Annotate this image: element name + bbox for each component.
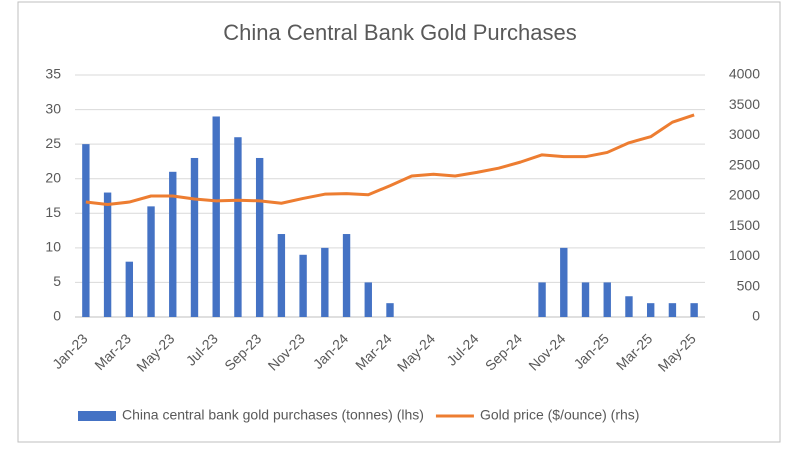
bar [212, 116, 220, 317]
y2-tick-label: 500 [737, 277, 761, 293]
bar [646, 303, 655, 317]
bar [103, 192, 112, 317]
bar [581, 282, 590, 317]
y-tick-label: 5 [53, 273, 61, 289]
bar [690, 303, 698, 317]
chart-frame [17, 1, 781, 443]
bar [538, 282, 546, 317]
legend-swatch [78, 411, 116, 421]
y-tick-label: 20 [45, 169, 61, 185]
bar [277, 234, 286, 317]
bar [299, 254, 307, 317]
bar [603, 282, 611, 317]
y2-tick-label: 0 [752, 308, 760, 324]
y-tick-label: 0 [53, 308, 61, 324]
bar [125, 261, 134, 317]
y2-tick-label: 4000 [729, 66, 760, 82]
y-tick-label: 15 [45, 204, 61, 220]
bar [169, 171, 177, 317]
bar [364, 282, 372, 317]
bar [255, 157, 264, 317]
bar [342, 234, 351, 317]
bar [82, 144, 90, 317]
y2-tick-label: 2000 [729, 187, 760, 203]
y-tick-label: 10 [45, 239, 61, 255]
bar [668, 303, 677, 317]
bar [234, 137, 242, 317]
bar [190, 157, 199, 317]
bar [625, 296, 633, 317]
y2-tick-label: 2500 [729, 156, 760, 172]
bar [386, 303, 394, 317]
legend-label: Gold price ($/ounce) (rhs) [480, 407, 640, 423]
y-tick-label: 30 [45, 100, 61, 116]
bar [147, 206, 155, 317]
y2-tick-label: 1500 [729, 217, 760, 233]
y-tick-label: 35 [45, 66, 61, 82]
bar [560, 247, 568, 317]
y2-tick-label: 3000 [729, 126, 760, 142]
y2-tick-label: 1000 [729, 247, 760, 263]
y-tick-label: 25 [45, 135, 61, 151]
line [85, 113, 695, 206]
chart-title: China Central Bank Gold Purchases [223, 20, 576, 45]
y2-tick-label: 3500 [729, 96, 760, 112]
legend-label: China central bank gold purchases (tonne… [122, 407, 424, 423]
bar [321, 247, 329, 317]
